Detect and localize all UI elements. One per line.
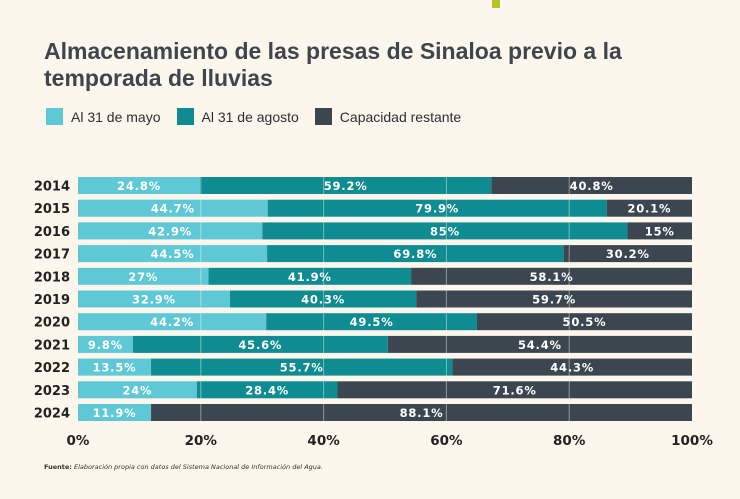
data-label: 42.9% xyxy=(148,224,192,238)
x-tick-label: 20% xyxy=(185,433,218,449)
legend-swatch xyxy=(314,108,332,125)
legend-item-agosto: Al 31 de agosto xyxy=(176,108,299,125)
data-label: 28.4% xyxy=(245,383,289,397)
data-label: 44.3% xyxy=(550,361,594,375)
bar-segment xyxy=(627,222,692,240)
bar-segment xyxy=(416,290,692,308)
x-tick-label: 80% xyxy=(553,433,586,449)
data-label: 55.7% xyxy=(280,361,324,375)
bar-segment xyxy=(78,313,267,331)
data-label: 32.9% xyxy=(132,293,176,307)
bar-segment xyxy=(229,290,417,308)
bar-segment xyxy=(151,404,693,421)
data-label: 58.1% xyxy=(530,270,574,284)
data-label: 24.8% xyxy=(117,179,161,193)
bar-segment xyxy=(491,177,692,194)
legend-swatch xyxy=(176,108,194,125)
bar-segment xyxy=(208,267,412,285)
bar-segment xyxy=(78,335,133,353)
bar-segment xyxy=(387,335,692,353)
accent-mark xyxy=(492,0,500,8)
year-label: 2016 xyxy=(34,225,70,240)
data-label: 27% xyxy=(128,270,158,284)
data-label: 20.1% xyxy=(627,202,671,216)
data-label: 49.5% xyxy=(350,315,394,329)
chart-title: Almacenamiento de las presas de Sinaloa … xyxy=(44,38,622,91)
bar-segment xyxy=(606,199,692,217)
bar-segment xyxy=(78,177,201,194)
bar-segment xyxy=(132,335,388,353)
bar-segment xyxy=(78,222,263,240)
bar-segment xyxy=(267,245,564,263)
footnote-label: Fuente: xyxy=(44,463,72,471)
data-label: 13.5% xyxy=(93,361,137,375)
legend-label: Al 31 de mayo xyxy=(71,108,161,125)
legend-item-restante: Capacidad restante xyxy=(314,108,462,125)
x-tick-label: 60% xyxy=(430,433,463,449)
year-label: 2020 xyxy=(34,316,70,331)
year-label: 2024 xyxy=(34,407,70,422)
bar-segment xyxy=(267,199,607,217)
data-label: 44.7% xyxy=(151,202,195,216)
legend-label: Capacidad restante xyxy=(339,108,462,125)
bar-segment xyxy=(151,358,453,376)
data-label: 41.9% xyxy=(288,270,332,284)
data-label: 50.5% xyxy=(563,315,607,329)
bar-segment xyxy=(78,404,152,421)
data-label: 54.4% xyxy=(518,338,562,352)
year-label: 2018 xyxy=(34,270,70,285)
bar-segment xyxy=(78,358,152,376)
bar-segment xyxy=(78,245,268,263)
legend-swatch xyxy=(46,108,63,125)
data-label: 44.5% xyxy=(151,247,195,261)
x-tick-label: 0% xyxy=(67,433,90,449)
bar-segment xyxy=(78,267,209,285)
data-label: 88.1% xyxy=(400,406,444,420)
data-label: 71.6% xyxy=(493,383,537,397)
footnote-text: Elaboración propia con datos del Sistema… xyxy=(73,463,323,471)
bar-segment xyxy=(452,358,692,376)
data-label: 40.3% xyxy=(301,293,345,307)
data-label: 24% xyxy=(122,383,152,397)
data-label: 40.8% xyxy=(570,179,614,193)
year-label: 2021 xyxy=(34,338,70,353)
bar-segment xyxy=(78,199,268,217)
year-label: 2023 xyxy=(34,384,70,399)
year-label: 2017 xyxy=(34,248,70,263)
bar-segment xyxy=(411,267,692,285)
bar-segment xyxy=(266,313,477,331)
data-label: 9.8% xyxy=(88,338,123,352)
year-label: 2014 xyxy=(34,180,70,195)
data-label: 44.2% xyxy=(150,315,194,329)
bar-segment xyxy=(337,381,692,399)
bar-segment xyxy=(200,177,492,194)
data-label: 69.8% xyxy=(393,247,437,261)
data-label: 45.6% xyxy=(238,338,282,352)
legend-item-mayo: Al 31 de mayo xyxy=(46,108,161,125)
year-label: 2022 xyxy=(34,361,70,376)
bar-segment xyxy=(563,245,692,263)
year-label: 2015 xyxy=(34,202,70,217)
x-tick-label: 40% xyxy=(307,433,340,449)
year-label: 2019 xyxy=(34,293,70,308)
data-label: 85% xyxy=(430,224,460,238)
x-tick-label: 100% xyxy=(671,433,713,449)
bar-segment xyxy=(196,381,338,399)
data-label: 59.7% xyxy=(532,293,576,307)
data-label: 15% xyxy=(645,224,675,238)
footnote: Fuente: Elaboración propia con datos del… xyxy=(44,463,323,471)
data-label: 79.9% xyxy=(415,202,459,216)
legend: Al 31 de mayo Al 31 de agosto Capacidad … xyxy=(46,108,477,125)
data-label: 11.9% xyxy=(93,406,137,420)
bar-segment xyxy=(476,313,692,331)
data-label: 30.2% xyxy=(606,247,650,261)
bar-segment xyxy=(78,290,230,308)
data-label: 59.2% xyxy=(324,179,368,193)
bar-segment xyxy=(262,222,628,240)
legend-label: Al 31 de agosto xyxy=(201,108,299,125)
bar-segment xyxy=(78,381,197,399)
